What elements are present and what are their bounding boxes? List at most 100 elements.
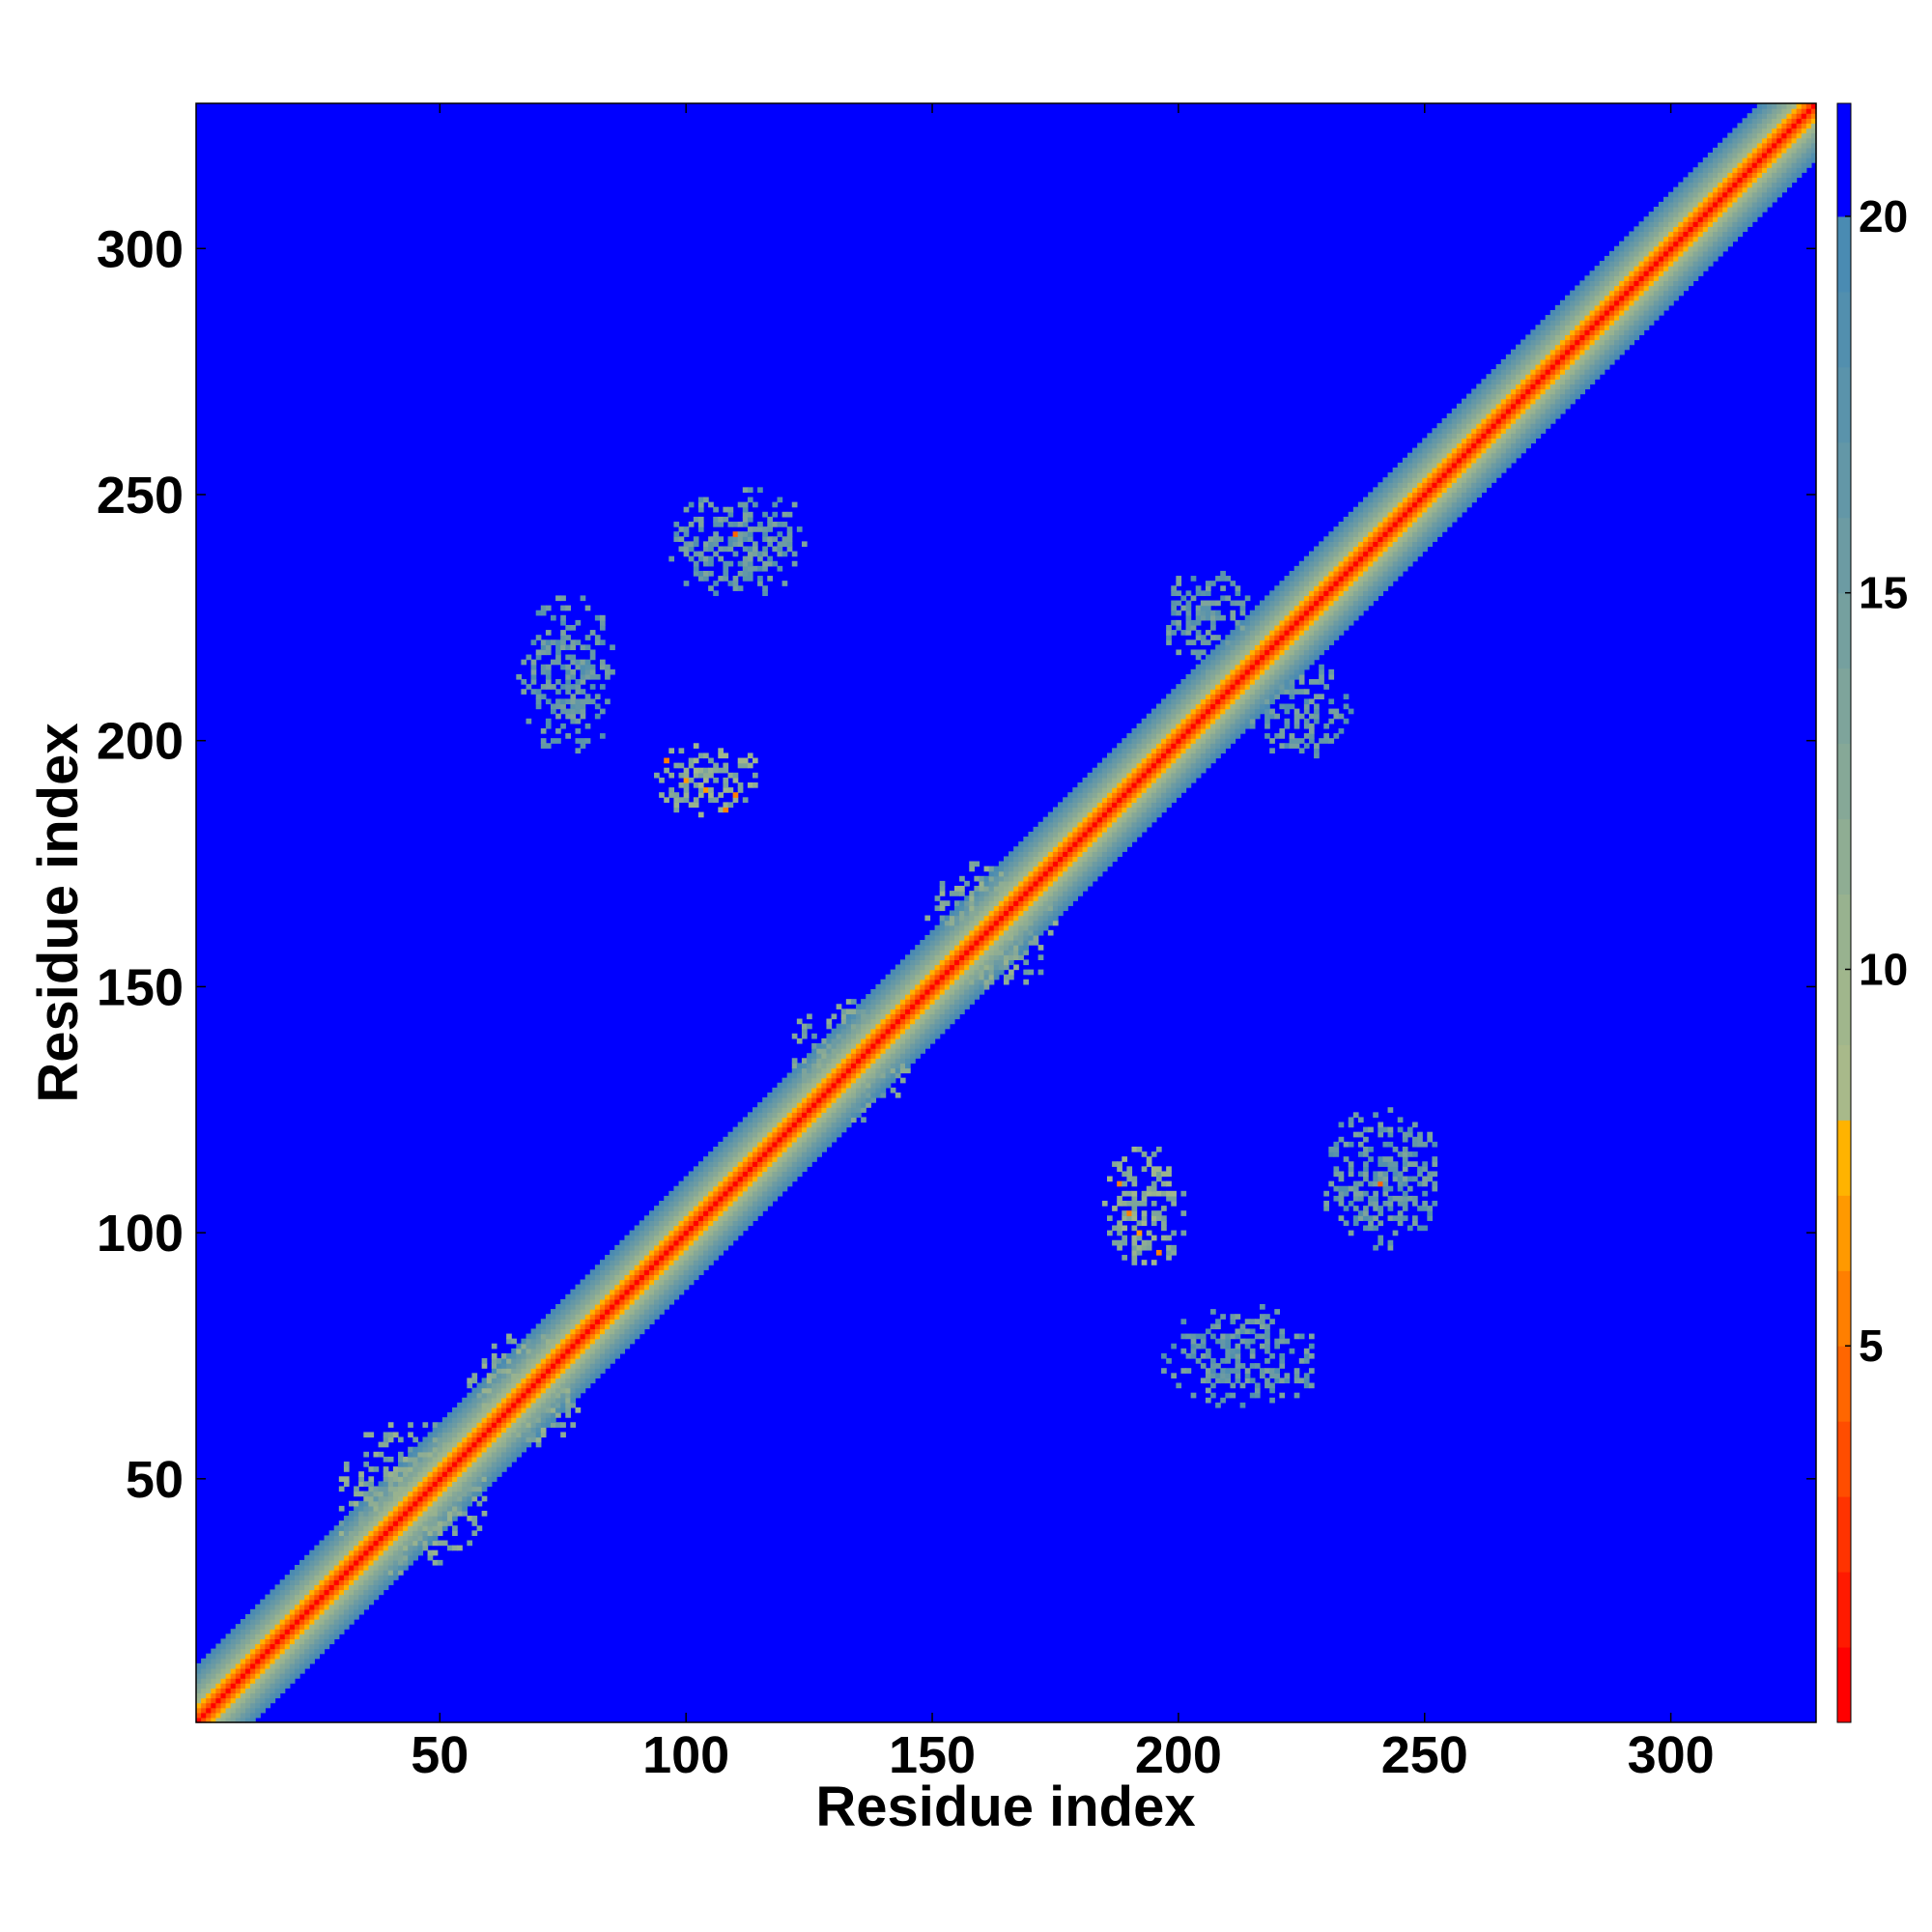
heatmap-cell xyxy=(910,983,916,990)
heatmap-cell xyxy=(752,1201,758,1207)
heatmap-cell xyxy=(998,861,1005,867)
heatmap-cell xyxy=(998,875,1005,882)
heatmap-cell xyxy=(796,1102,803,1108)
heatmap-cell xyxy=(845,1009,857,1015)
heatmap-cell xyxy=(693,1220,699,1227)
heatmap-cell xyxy=(575,1289,582,1295)
heatmap-cell xyxy=(861,1082,867,1089)
heatmap-cell xyxy=(713,1166,719,1173)
heatmap-cell xyxy=(993,974,1000,980)
heatmap-cell xyxy=(988,910,995,917)
heatmap-cell xyxy=(703,1225,709,1232)
heatmap-cell xyxy=(856,1009,862,1015)
heatmap-cell xyxy=(969,866,975,872)
heatmap-cell xyxy=(639,1298,645,1305)
heatmap-cell xyxy=(441,1495,448,1502)
heatmap-cell xyxy=(1052,861,1059,867)
heatmap-cell xyxy=(1037,969,1044,976)
heatmap-cell xyxy=(840,1013,847,1020)
heatmap-cell xyxy=(1058,821,1064,828)
heatmap-cell xyxy=(289,1594,296,1601)
heatmap-cell xyxy=(412,1466,418,1472)
heatmap-cell xyxy=(1003,875,1009,882)
heatmap-cell xyxy=(284,1579,291,1585)
heatmap-cell xyxy=(551,1397,556,1404)
heatmap-cell xyxy=(452,1441,458,1448)
heatmap-cell xyxy=(791,1092,798,1098)
heatmap-cell xyxy=(614,1343,620,1350)
heatmap-cell xyxy=(836,1043,842,1049)
heatmap-cell xyxy=(422,1525,429,1531)
heatmap-cell xyxy=(1235,1358,1241,1364)
heatmap-cell xyxy=(1190,777,1197,783)
heatmap-cell xyxy=(826,1092,833,1098)
heatmap-cell xyxy=(1023,885,1030,892)
heatmap-cell xyxy=(220,1658,227,1664)
heatmap-cell xyxy=(1096,797,1103,803)
heatmap-cell xyxy=(605,1352,611,1359)
heatmap-cell xyxy=(1338,1176,1345,1182)
heatmap-cell xyxy=(422,1495,429,1502)
heatmap-cell xyxy=(816,1048,828,1054)
heatmap-cell xyxy=(1063,821,1068,828)
heatmap-cell xyxy=(742,1151,749,1157)
heatmap-cell xyxy=(343,1520,350,1526)
heatmap-cell xyxy=(452,1505,458,1512)
heatmap-cell xyxy=(915,1048,921,1054)
heatmap-cell xyxy=(1042,826,1049,833)
heatmap-cell xyxy=(1052,816,1059,823)
heatmap-cell xyxy=(1166,1190,1177,1197)
heatmap-cell xyxy=(1230,1319,1236,1324)
heatmap-cell xyxy=(279,1589,286,1596)
heatmap-cell xyxy=(643,1293,650,1300)
heatmap-cell xyxy=(265,1673,271,1679)
heatmap-cell xyxy=(570,1319,577,1324)
heatmap-cell xyxy=(826,1097,833,1103)
heatmap-cell xyxy=(742,1225,749,1232)
heatmap-cell xyxy=(551,1328,556,1335)
heatmap-cell xyxy=(412,1549,418,1556)
heatmap-cell xyxy=(427,1491,434,1497)
heatmap-cell xyxy=(1382,1185,1394,1192)
heatmap-cell xyxy=(1146,787,1152,793)
heatmap-cell xyxy=(225,1667,232,1674)
heatmap-cell xyxy=(314,1554,321,1561)
heatmap-cell xyxy=(363,1545,370,1551)
heatmap-cell xyxy=(220,1683,227,1689)
heatmap-cell xyxy=(861,1028,867,1035)
heatmap-cell xyxy=(220,1653,227,1660)
heatmap-cell xyxy=(969,905,975,912)
heatmap-cell xyxy=(511,1387,517,1394)
heatmap-cell xyxy=(392,1549,399,1556)
heatmap-cell xyxy=(1343,1206,1350,1211)
heatmap-cell xyxy=(471,1471,478,1477)
heatmap-cell xyxy=(1009,856,1014,863)
heatmap-cell xyxy=(491,1422,497,1428)
heatmap-cell xyxy=(988,920,995,926)
heatmap-cell xyxy=(924,950,931,955)
heatmap-cell xyxy=(1018,851,1024,858)
heatmap-cell xyxy=(777,1180,783,1187)
heatmap-cell xyxy=(560,1309,566,1315)
heatmap-cell xyxy=(885,988,892,995)
heatmap-cell xyxy=(230,1658,237,1664)
heatmap-cell xyxy=(481,1358,488,1364)
heatmap-cell xyxy=(639,1255,645,1261)
heatmap-cell xyxy=(762,1166,768,1173)
heatmap-cell xyxy=(260,1673,266,1679)
heatmap-cell xyxy=(949,954,955,960)
heatmap-cell xyxy=(432,1530,439,1537)
heatmap-cell xyxy=(570,1378,577,1384)
heatmap-cell xyxy=(1155,797,1162,803)
heatmap-cell xyxy=(1037,861,1044,867)
heatmap-cell xyxy=(535,1358,542,1364)
heatmap-cell xyxy=(349,1520,355,1526)
heatmap-cell xyxy=(614,1274,620,1281)
heatmap-cell xyxy=(1072,826,1079,833)
heatmap-cell xyxy=(801,1122,808,1128)
heatmap-cell xyxy=(850,1102,857,1108)
heatmap-cell xyxy=(1308,1343,1315,1350)
heatmap-cell xyxy=(1161,1220,1167,1227)
heatmap-cell xyxy=(270,1653,276,1660)
heatmap-cell xyxy=(693,1239,699,1246)
